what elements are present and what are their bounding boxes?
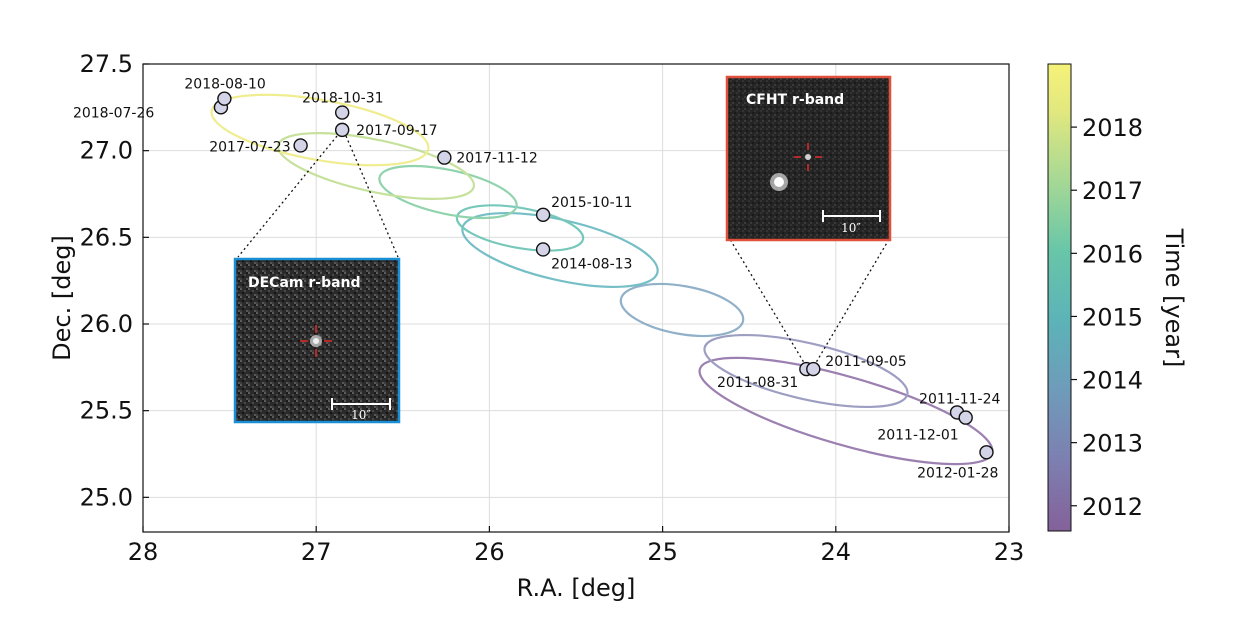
y-axis: 25.0 25.5 26.0 26.5 27.0 27.5 [80, 50, 149, 511]
data-point-label: 2015-10-11 [551, 195, 632, 211]
data-point [979, 445, 994, 460]
colorbar-tick-label: 2014 [1082, 367, 1143, 395]
data-point-label: 2017-07-23 [209, 139, 290, 155]
y-tick-label: 27.5 [80, 50, 133, 78]
decam-crosshair [300, 325, 332, 357]
data-point [334, 122, 350, 138]
colorbar-tick-label: 2016 [1082, 240, 1143, 268]
y-tick-label: 25.5 [80, 397, 133, 425]
data-point [217, 91, 232, 106]
x-axis-label: R.A. [deg] [517, 574, 636, 602]
cfht-inset-title: CFHT r-band [746, 92, 844, 108]
data-point-label: 2011-11-24 [919, 391, 1000, 407]
y-axis-label: Dec. [deg] [48, 235, 76, 361]
colorbar-tick-label: 2017 [1082, 177, 1143, 205]
colorbar-tick-label: 2015 [1082, 303, 1143, 331]
data-point [293, 138, 308, 153]
data-point-label: 2018-07-26 [73, 105, 154, 121]
data-point-label: 2018-08-10 [184, 77, 265, 93]
decam-inset-title: DECam r-band [248, 275, 361, 291]
colorbar-label: Time [year] [1160, 228, 1188, 368]
y-tick-label: 25.0 [80, 483, 133, 511]
decam-scale-label: 10″ [351, 408, 371, 422]
y-tick-label: 27.0 [80, 137, 133, 165]
colorbar-tick-label: 2012 [1082, 493, 1143, 521]
data-point [806, 361, 821, 377]
trajectory-2013 [619, 282, 745, 338]
plot-frame [142, 63, 1010, 533]
data-point-labels: 2011-08-31 2011-09-05 2011-11-24 2011-12-01… [73, 77, 1001, 482]
cfht-inset: CFHT r-band 10″ [725, 75, 892, 242]
data-points [213, 91, 994, 460]
trajectory-2017 [276, 132, 476, 200]
colorbar-gradient [1047, 63, 1072, 532]
data-point-label: 2011-12-01 [877, 428, 958, 444]
x-tick-label: 28 [128, 538, 159, 566]
colorbar-ticks: 2012 2013 2014 2015 2016 2017 2018 [1071, 114, 1143, 521]
colorbar: 2012 2013 2014 2015 2016 2017 2018 Time [year] [1047, 63, 1188, 532]
decam-inset: DECam r-band 10″ [233, 257, 401, 424]
colorbar-tick-label: 2013 [1082, 430, 1143, 458]
x-tick-label: 27 [301, 538, 332, 566]
data-point-label: 2012-01-28 [917, 465, 998, 481]
x-tick-label: 26 [474, 538, 505, 566]
x-tick-label: 25 [647, 538, 678, 566]
data-point-label: 2017-09-17 [356, 123, 437, 139]
data-point [535, 242, 551, 257]
data-point-label: 2014-08-13 [551, 256, 632, 272]
x-tick-label: 23 [994, 538, 1025, 566]
trajectory-2018 [210, 93, 430, 167]
y-tick-label: 26.0 [80, 310, 133, 338]
trajectory-2016 [378, 164, 518, 220]
data-point-label: 2011-08-31 [717, 375, 798, 391]
data-point-label: 2018-10-31 [302, 91, 383, 107]
cfht-target-source [805, 154, 811, 160]
y-tick-label: 26.5 [80, 223, 133, 251]
colorbar-tick-label: 2018 [1082, 114, 1143, 142]
x-tick-label: 24 [821, 538, 852, 566]
data-point [535, 207, 551, 223]
trajectory-2012 [703, 333, 909, 409]
cfht-scale-label: 10″ [841, 221, 861, 235]
cfht-crosshair [794, 143, 822, 171]
cfht-scale-bar [822, 210, 881, 222]
inset-connectors [237, 135, 889, 367]
data-point [334, 105, 350, 120]
data-point [958, 410, 973, 425]
decam-scale-bar [331, 398, 391, 410]
x-axis: 28 27 26 25 24 23 [128, 526, 1025, 566]
data-point [437, 150, 452, 165]
data-point-label: 2017-11-12 [456, 151, 537, 167]
data-point-label: 2011-09-05 [825, 354, 906, 370]
